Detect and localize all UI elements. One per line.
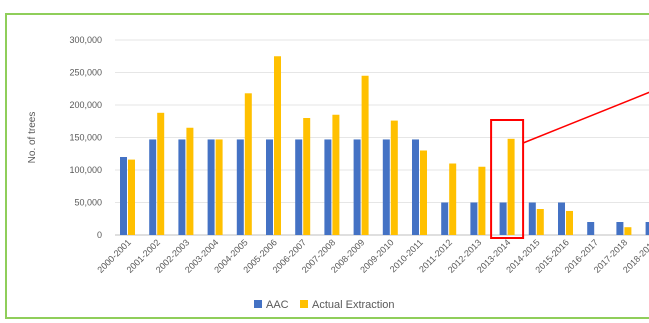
- y-axis-title: No. of trees: [27, 112, 38, 164]
- bar-actual-extraction: [332, 114, 340, 235]
- chart-frame: 0 50,000 100,000 150,000 200,000 250,000 300,0…: [5, 13, 649, 319]
- bar-actual-extraction: [478, 166, 486, 235]
- y-axis-ticks: 0 50,000 100,000 150,000 200,000 250,000 300,0…: [69, 35, 102, 240]
- bar-aac: [470, 202, 478, 235]
- bar-actual-extraction: [390, 120, 398, 235]
- y-tick-label: 300,000: [69, 35, 102, 45]
- bar-aac: [616, 222, 624, 235]
- gridlines: [115, 39, 649, 236]
- bar-aac: [120, 157, 127, 235]
- y-tick-label: 100,000: [69, 165, 102, 175]
- y-tick-label: 0: [97, 230, 102, 240]
- bar-aac: [645, 222, 649, 235]
- bar-actual-extraction: [186, 127, 194, 235]
- legend-label: AAC: [266, 299, 289, 311]
- bar-actual-extraction: [244, 93, 252, 235]
- bar-actual-extraction: [420, 150, 427, 235]
- bar-aac: [441, 202, 449, 235]
- bar-actual-extraction: [624, 227, 632, 235]
- bar-actual-extraction: [507, 138, 515, 235]
- y-tick-label: 200,000: [69, 100, 102, 110]
- bar-actual-extraction: [566, 210, 573, 235]
- bar-actual-extraction: [128, 159, 135, 235]
- bar-aac: [149, 139, 157, 235]
- bar-aac: [207, 139, 215, 235]
- highlight-callout: [490, 91, 649, 239]
- bar-aac: [324, 139, 332, 235]
- bar-aac: [353, 139, 361, 235]
- y-tick-label: 150,000: [69, 133, 102, 143]
- bar-aac: [266, 139, 273, 235]
- bar-actual-extraction: [157, 112, 165, 235]
- bar-aac: [558, 202, 565, 235]
- bar-actual-extraction: [274, 56, 281, 235]
- y-tick-label: 250,000: [69, 68, 102, 78]
- bar-actual-extraction: [361, 75, 369, 235]
- bar-aac: [236, 139, 244, 235]
- highlight-pointer-line: [522, 91, 649, 144]
- bar-aac: [382, 139, 390, 235]
- legend: AAC Actual Extraction: [254, 299, 395, 311]
- bar-aac: [412, 139, 419, 235]
- y-tick-label: 50,000: [74, 198, 102, 208]
- bar-chart: 0 50,000 100,000 150,000 200,000 250,000 300,0…: [27, 35, 649, 311]
- bar-actual-extraction: [303, 118, 311, 235]
- bar-actual-extraction: [215, 139, 223, 235]
- bars: [120, 56, 649, 235]
- bar-aac: [528, 202, 536, 235]
- highlight-box: [490, 119, 525, 239]
- bar-aac: [587, 222, 595, 235]
- bar-aac: [499, 202, 507, 235]
- bar-aac: [178, 139, 186, 235]
- x-axis-ticks: 2000-20012001-20022002-20032003-20042004…: [95, 237, 649, 275]
- legend-label: Actual Extraction: [312, 299, 395, 311]
- bar-aac: [295, 139, 303, 235]
- legend-swatch: [254, 300, 262, 308]
- bar-actual-extraction: [536, 209, 544, 235]
- bar-actual-extraction: [449, 163, 457, 235]
- legend-swatch: [300, 300, 308, 308]
